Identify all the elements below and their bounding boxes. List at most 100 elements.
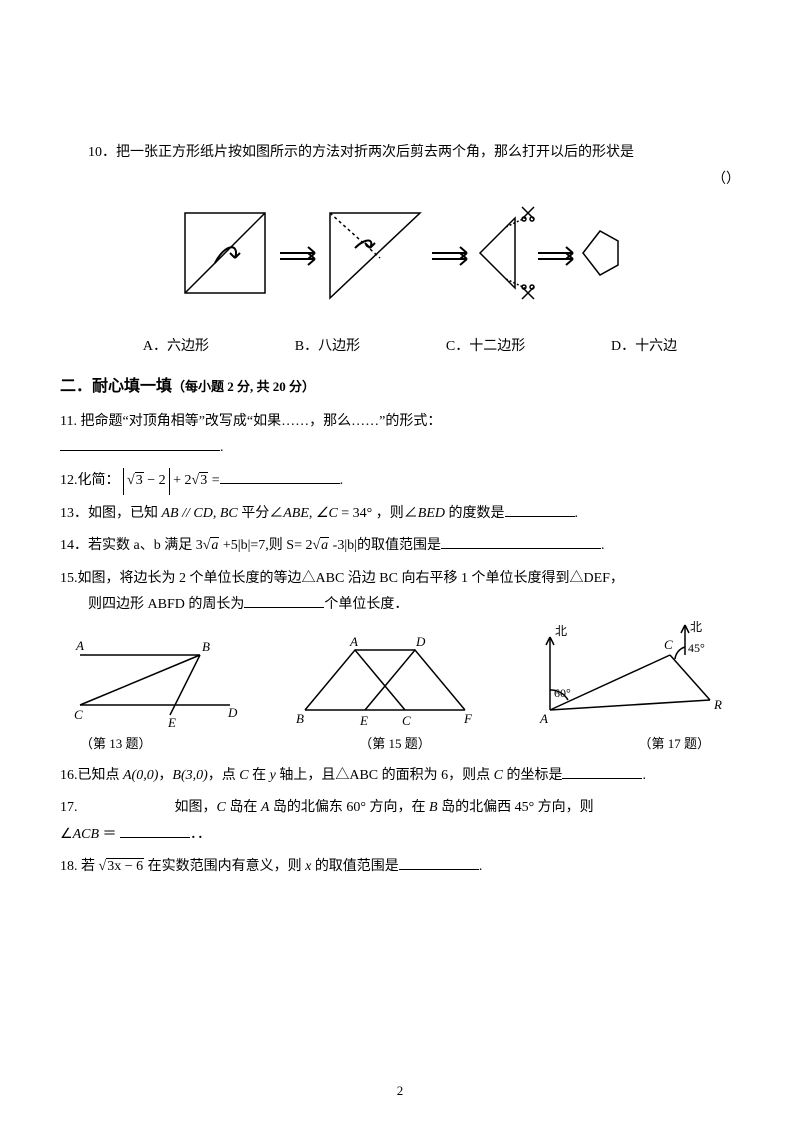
- f13-C: C: [74, 707, 83, 722]
- q18-sqrt: 3x − 6: [106, 858, 144, 874]
- f13-E: E: [167, 715, 176, 730]
- figures-row: A B C D E A D B E C F: [70, 625, 730, 730]
- q10-body: 把一张正方形纸片按如图所示的方法对折两次后剪去两个角，那么打开以后的形状是: [116, 145, 634, 160]
- q17-line1: 如图，: [175, 800, 217, 815]
- q17-line2pre: ∠: [60, 827, 73, 842]
- q11: 11. 把命题“对顶角相等”改写成“如果……，那么……”的形式： .: [60, 409, 740, 462]
- q13-prefix: 13．如图，已知: [60, 506, 162, 521]
- q16-A: A(0,0): [123, 768, 158, 783]
- f15-E: E: [359, 713, 368, 728]
- q10-number: 10．: [88, 145, 116, 160]
- q11-blank: [60, 436, 220, 451]
- q16-m4: 的坐标是: [503, 768, 563, 783]
- q12-abs: 3 − 2: [123, 468, 170, 495]
- section2-sub: （每小题 2 分, 共 20 分）: [172, 379, 315, 394]
- q10-option-c: C．十二边形: [446, 334, 525, 361]
- figure-captions: （第 13 题） （第 15 题） （第 17 题）: [80, 732, 710, 757]
- q12-end: .: [340, 473, 344, 488]
- q12-blank: [220, 469, 340, 484]
- q14-sqrt-b: a: [320, 537, 329, 553]
- q16-m2: 在: [249, 768, 270, 783]
- q13-seg1-t: 平分∠: [238, 506, 284, 521]
- f15-B: B: [296, 711, 304, 726]
- f15-F: F: [463, 711, 473, 726]
- q10-option-d: D．十六边: [611, 334, 677, 361]
- f17-north1: 北: [555, 624, 567, 638]
- q14-tail: -3|b|的取值范围是: [329, 538, 441, 553]
- q15-blank: [244, 593, 324, 608]
- page: 10．把一张正方形纸片按如图所示的方法对折两次后剪去两个角，那么打开以后的形状是…: [0, 0, 800, 1132]
- q15-line2a: 则四边形 ABFD 的周长为: [88, 597, 244, 612]
- q14-text: 14．若实数 a、b 满足 3: [60, 538, 203, 553]
- q14-end: .: [601, 538, 605, 553]
- q18-blank: [399, 855, 479, 870]
- q16-pre: 16.已知点: [60, 768, 123, 783]
- q17-C: C: [217, 800, 226, 815]
- q18-tail: 的取值范围是: [311, 859, 399, 874]
- q16-C2: C: [494, 768, 503, 783]
- q16-B: B(3,0): [172, 768, 207, 783]
- q15-line2b: 个单位长度．: [324, 597, 408, 612]
- f15-D: D: [415, 634, 426, 649]
- q14-mid: +5|b|=7,则 S= 2: [219, 538, 312, 553]
- cap-17: （第 17 题）: [638, 732, 710, 757]
- q13-blank: [505, 502, 575, 517]
- f15-A: A: [349, 634, 358, 649]
- q17-t2: 岛的北偏东 60° 方向，在: [269, 800, 429, 815]
- q15-line1: 15.如图，将边长为 2 个单位长度的等边△ABC 沿边 BC 向右平移 1 个…: [60, 571, 624, 586]
- q17-eq: ＝: [99, 827, 120, 842]
- q10-paren-close: ）: [726, 167, 740, 194]
- q16-end: .: [642, 768, 646, 783]
- f17-45: 45°: [688, 641, 705, 655]
- cap-13: （第 13 题）: [80, 732, 152, 757]
- f13-A: A: [75, 638, 84, 653]
- f17-north2: 北: [690, 620, 702, 634]
- q10-paren-open: （: [712, 167, 726, 194]
- q12-eq: =: [208, 473, 219, 488]
- q18-pre: 18. 若: [60, 859, 99, 874]
- q17-t3: 岛的北偏西 45° 方向，则: [438, 800, 594, 815]
- q16-m1: ，点: [208, 768, 240, 783]
- q10-paren-row: ） （: [60, 167, 740, 194]
- q14-blank: [441, 534, 601, 549]
- q17-B: B: [429, 800, 438, 815]
- q13-seg3-i: BED: [418, 506, 445, 521]
- f13-B: B: [202, 639, 210, 654]
- figure-15: A D B E C F: [290, 635, 480, 730]
- cap-15: （第 15 题）: [359, 732, 431, 757]
- q16-c1: ，: [158, 768, 172, 783]
- q17-ACB: ACB: [73, 827, 99, 842]
- section2-title-text: 二．耐心填一填: [60, 378, 172, 395]
- q12-sqrt-a: 3: [135, 472, 144, 488]
- q16: 16.已知点 A(0,0)，B(3,0)，点 C 在 y 轴上，且△ABC 的面…: [60, 763, 740, 790]
- q16-m3: 轴上，且△ABC 的面积为 6，则点: [276, 768, 494, 783]
- q18-mid: 在实数范围内有意义，则: [144, 859, 305, 874]
- q11-line1: 11. 把命题“对顶角相等”改写成“如果……，那么……”的形式：: [60, 414, 441, 429]
- q16-blank: [562, 764, 642, 779]
- q12-minus2: − 2: [144, 473, 166, 488]
- q13-seg2-i: ABE, ∠C: [283, 506, 341, 521]
- f15-C: C: [402, 713, 411, 728]
- f17-C: C: [664, 637, 673, 652]
- q12-prefix: 12.化简：: [60, 473, 120, 488]
- f17-R: R: [713, 697, 722, 712]
- q10-options: A．六边形 B．八边形 C．十二边形 D．十六边: [100, 334, 720, 361]
- q13-seg3-t: 的度数是: [445, 506, 505, 521]
- section2-title: 二．耐心填一填（每小题 2 分, 共 20 分）: [60, 372, 740, 402]
- figure-17: 北 北 60° 45° A C R: [530, 625, 730, 730]
- q17-blank: [120, 823, 190, 838]
- q13-end: .: [575, 506, 579, 521]
- page-number: 2: [0, 1079, 800, 1104]
- q18-end: .: [479, 859, 483, 874]
- q10-option-b: B．八边形: [295, 334, 360, 361]
- q18: 18. 若 3x − 6 在实数范围内有意义，则 x 的取值范围是.: [60, 854, 740, 881]
- q10-diagram: [60, 203, 740, 314]
- q10-text: 10．把一张正方形纸片按如图所示的方法对折两次后剪去两个角，那么打开以后的形状是: [60, 140, 740, 167]
- q12-plus: + 2: [170, 473, 192, 488]
- q13-seg2-t: = 34° ，则∠: [341, 506, 418, 521]
- q13-seg1-i: AB // CD, BC: [162, 506, 238, 521]
- q16-C: C: [239, 768, 248, 783]
- q11-end: .: [220, 440, 224, 455]
- f17-60: 60°: [554, 686, 571, 700]
- q15: 15.如图，将边长为 2 个单位长度的等边△ABC 沿边 BC 向右平移 1 个…: [60, 566, 740, 619]
